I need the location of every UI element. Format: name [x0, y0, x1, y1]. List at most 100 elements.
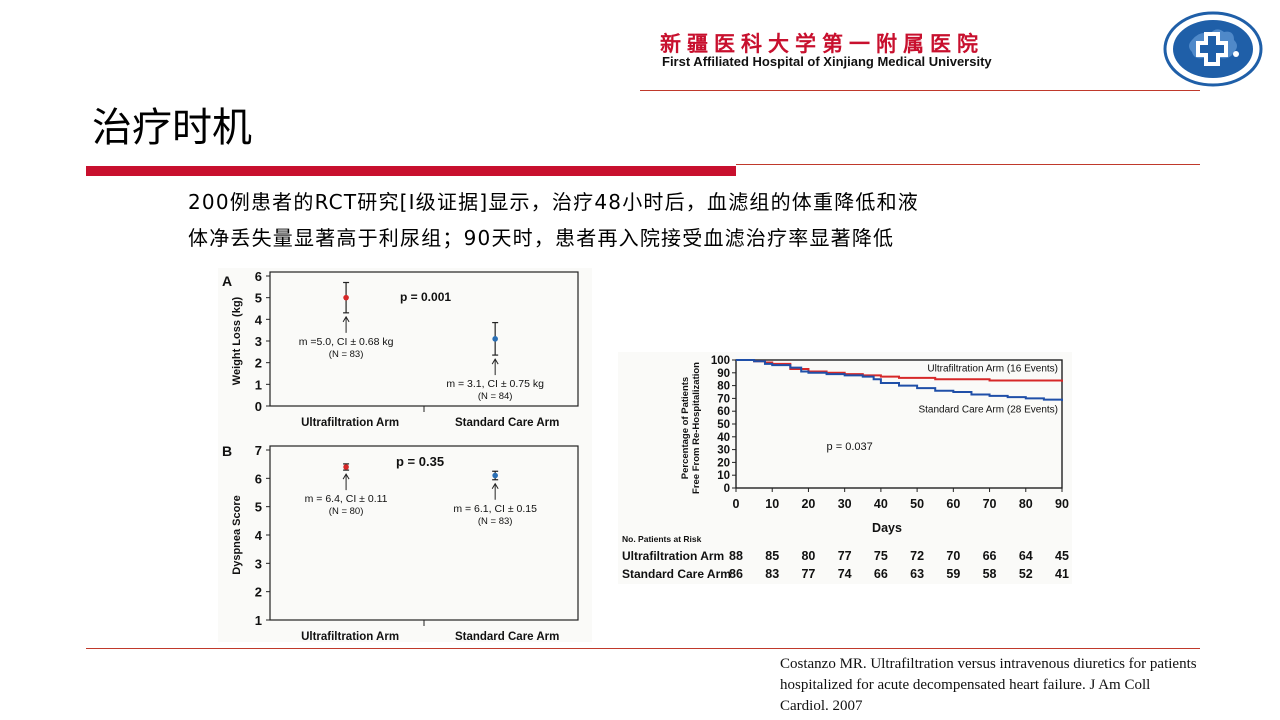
x-tick-label: 70 — [983, 497, 997, 511]
y-tick-label: 2 — [255, 356, 262, 371]
hospital-logo-icon — [1163, 11, 1263, 87]
y-tick-label: 10 — [717, 470, 730, 482]
y-tick-label: 3 — [255, 556, 262, 571]
point-annotation: m = 6.1, CI ± 0.15 — [453, 503, 537, 515]
point-annotation-n: (N = 80) — [329, 506, 364, 517]
y-tick-label: 20 — [717, 457, 730, 469]
citation-text: Costanzo MR. Ultrafiltration versus intr… — [780, 656, 1197, 714]
y-tick-label: 0 — [724, 483, 730, 495]
x-category-label: Standard Care Arm — [455, 417, 559, 429]
annotation-arrowhead — [491, 482, 499, 490]
y-tick-label: 2 — [255, 585, 262, 600]
hospital-name-cn: 新疆医科大学第一附属医院 — [660, 32, 984, 56]
risk-value: 66 — [874, 567, 888, 581]
chart-dyspnea-score: B 1 2 3 4 5 6 7 Dyspnea Score Ultrafiltration Ar… — [218, 438, 592, 642]
summary-line-1: 200例患者的RCT研究[Ⅰ级证据]显示，治疗48小时后，血滤组的体重降低和液 — [188, 190, 920, 214]
y-tick-label: 1 — [255, 377, 262, 392]
data-point — [343, 294, 349, 301]
risk-value: 88 — [729, 549, 743, 563]
series-label-standard-care: Standard Care Arm (28 Events) — [918, 404, 1058, 415]
annotation-arrowhead — [342, 315, 350, 323]
y-tick-label: 40 — [717, 432, 730, 444]
x-tick-label: 10 — [765, 497, 779, 511]
y-tick-label: 4 — [255, 312, 263, 327]
panel-a-label: A — [222, 273, 232, 289]
y-tick-label: 50 — [717, 419, 730, 431]
annotation-arrowhead — [342, 473, 350, 480]
risk-row-label: Standard Care Arm — [622, 567, 731, 581]
y-tick-label: 6 — [255, 269, 262, 284]
series-label-ultrafiltration: Ultrafiltration Arm (16 Events) — [927, 364, 1058, 375]
risk-value: 85 — [765, 549, 779, 563]
y-tick-label: 60 — [717, 406, 730, 418]
risk-value: 70 — [946, 549, 960, 563]
data-point — [343, 464, 349, 470]
risk-value: 59 — [946, 567, 960, 581]
risk-value: 63 — [910, 567, 924, 581]
data-point — [492, 472, 498, 479]
risk-row-label: Ultrafiltration Arm — [622, 549, 724, 563]
risk-value: 58 — [983, 567, 997, 581]
y-tick-label: 30 — [717, 445, 730, 457]
risk-value: 83 — [765, 567, 779, 581]
y-tick-label: 70 — [717, 393, 730, 405]
x-axis-label: Days — [872, 521, 902, 535]
x-tick-label: 20 — [801, 497, 815, 511]
y-tick-label: 100 — [711, 355, 730, 367]
point-annotation: m = 6.4, CI ± 0.11 — [305, 493, 388, 505]
point-annotation: m = 3.1, CI ± 0.75 kg — [446, 378, 544, 390]
title-underline-bar — [86, 166, 736, 176]
footer-divider — [86, 648, 1200, 649]
risk-value: 52 — [1019, 567, 1033, 581]
x-tick-label: 80 — [1019, 497, 1033, 511]
summary-line-2: 体净丢失量显著高于利尿组；90天时，患者再入院接受血滤治疗率显著降低 — [188, 226, 895, 250]
risk-value: 77 — [838, 549, 852, 563]
y-tick-label: 0 — [255, 399, 262, 414]
data-point — [492, 336, 498, 342]
y-tick-label: 80 — [717, 381, 730, 393]
panel-b-label: B — [222, 443, 232, 459]
x-tick-label: 30 — [838, 497, 852, 511]
y-tick-label: 1 — [255, 613, 262, 628]
y-tick-label: 7 — [255, 443, 262, 458]
risk-value: 72 — [910, 549, 924, 563]
y-tick-label: 5 — [255, 291, 262, 306]
annotation-arrowhead — [491, 358, 499, 365]
x-category-label: Standard Care Arm — [455, 631, 559, 642]
risk-value: 64 — [1019, 549, 1033, 563]
y-tick-label: 4 — [255, 528, 263, 543]
y-axis-label-line2: Free From Re-Hospitalization — [691, 362, 702, 494]
y-tick-label: 3 — [255, 334, 262, 349]
risk-value: 77 — [801, 567, 815, 581]
p-value-label: p = 0.037 — [827, 441, 873, 453]
y-axis-label: Weight Loss (kg) — [231, 296, 243, 385]
x-tick-label: 90 — [1055, 497, 1069, 511]
point-annotation-n: (N = 83) — [478, 516, 513, 527]
x-category-label: Ultrafiltration Arm — [301, 417, 399, 429]
series-line-standard-care — [736, 359, 1063, 401]
point-annotation-n: (N = 83) — [329, 349, 364, 360]
x-tick-label: 0 — [733, 497, 740, 511]
y-tick-label: 90 — [717, 368, 730, 380]
chart-weight-loss: A 0 1 2 3 4 5 6 Weight Loss (kg) Ultrafiltration… — [218, 268, 592, 438]
hospital-name-en: First Affiliated Hospital of Xinjiang Me… — [662, 54, 992, 69]
y-axis-label: Dyspnea Score — [231, 495, 243, 574]
risk-value: 86 — [729, 567, 743, 581]
slide-title: 治疗时机 — [92, 105, 252, 151]
x-tick-label: 50 — [910, 497, 924, 511]
x-tick-label: 60 — [946, 497, 960, 511]
y-axis-label-line1: Percentage of Patients — [680, 377, 691, 479]
p-value-label: p = 0.35 — [396, 454, 444, 469]
title-underline-thin — [736, 164, 1200, 165]
y-tick-label: 5 — [255, 500, 262, 515]
header-divider — [640, 90, 1200, 91]
x-category-label: Ultrafiltration Arm — [301, 631, 399, 642]
x-tick-label: 40 — [874, 497, 888, 511]
p-value-label: p = 0.001 — [400, 290, 451, 304]
point-annotation: m =5.0, CI ± 0.68 kg — [299, 336, 394, 348]
point-annotation-n: (N = 84) — [478, 391, 513, 402]
risk-value: 45 — [1055, 549, 1069, 563]
y-tick-label: 6 — [255, 471, 262, 486]
risk-value: 75 — [874, 549, 888, 563]
